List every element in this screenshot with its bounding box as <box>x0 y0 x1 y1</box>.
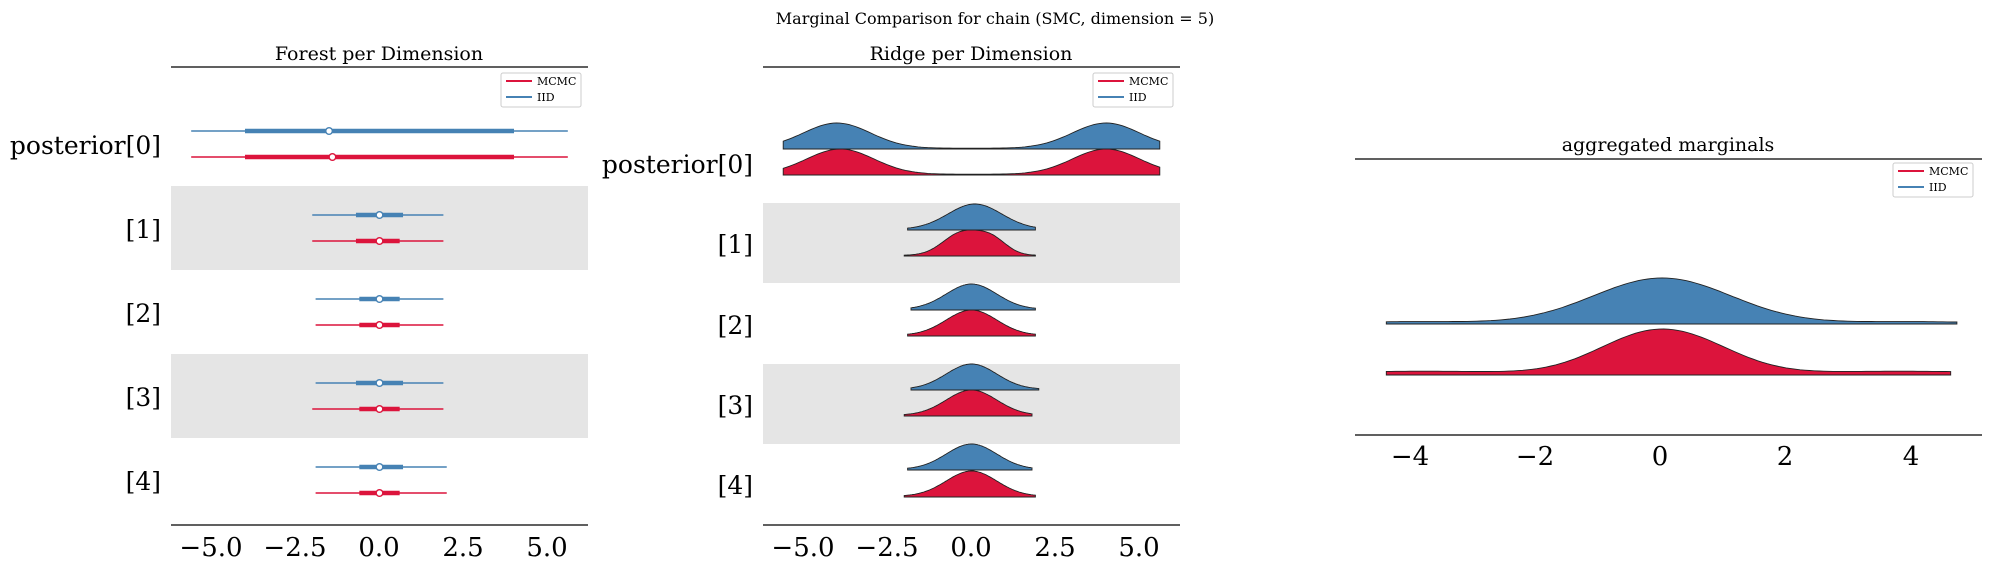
ridge-panel: Ridge per Dimension posterior[0] [1] [2]… <box>602 43 1180 563</box>
x-axis-ticks: −5.0 −2.5 0.0 2.5 5.0 <box>179 533 567 563</box>
ridge-marks <box>782 122 1161 498</box>
x-tick-label: −2.5 <box>263 533 326 563</box>
forest-median-point <box>328 152 337 161</box>
x-tick-label: −5.0 <box>179 533 242 563</box>
legend-label-mcmc: MCMC <box>1129 75 1168 88</box>
ridge-density <box>910 363 1040 391</box>
row-label-1: [1] <box>718 230 753 259</box>
x-tick-label: −4 <box>1391 442 1429 472</box>
legend-label-mcmc: MCMC <box>537 75 576 88</box>
aggregated-marks <box>1385 277 1958 376</box>
forest-median-point <box>375 463 384 472</box>
legend: MCMC IID <box>500 72 582 108</box>
ridge-density <box>1385 328 1952 376</box>
x-tick-label: 2.5 <box>1034 533 1075 563</box>
row-band-1 <box>171 186 588 270</box>
row-label-0: posterior[0] <box>10 131 161 160</box>
legend-label-iid: IID <box>1129 91 1147 104</box>
panel-title: aggregated marginals <box>1562 134 1775 156</box>
ridge-density <box>907 203 1036 231</box>
panel-title: Ridge per Dimension <box>870 43 1073 65</box>
x-axis-ticks: −5.0 −2.5 0.0 2.5 5.0 <box>771 533 1159 563</box>
x-tick-label: 0 <box>1652 442 1669 472</box>
ridge-density <box>782 148 1161 176</box>
x-tick-label: 4 <box>1903 442 1920 472</box>
legend-label-mcmc: MCMC <box>1929 165 1968 178</box>
aggregated-panel: aggregated marginals −4 −2 0 2 4 MCMC II… <box>1355 134 1982 472</box>
ridge-density <box>903 229 1036 257</box>
panel-title: Forest per Dimension <box>275 43 483 65</box>
legend: MCMC IID <box>1892 162 1974 198</box>
forest-median-point <box>375 379 384 388</box>
legend-label-iid: IID <box>1929 181 1947 194</box>
forest-median-point <box>375 321 384 330</box>
ridge-density <box>903 389 1033 417</box>
row-label-4: [4] <box>126 467 161 496</box>
forest-median-point <box>375 295 384 304</box>
ridge-density <box>910 283 1036 311</box>
figure-title: Marginal Comparison for chain (SMC, dime… <box>776 9 1214 28</box>
x-tick-label: 5.0 <box>1118 533 1159 563</box>
forest-median-point <box>325 126 334 135</box>
row-label-2: [2] <box>126 299 161 328</box>
row-label-4: [4] <box>718 471 753 500</box>
legend: MCMC IID <box>1092 72 1174 108</box>
forest-panel: Forest per Dimension posterior[0] [1] [2… <box>10 43 588 563</box>
forest-median-point <box>375 236 384 245</box>
row-label-2: [2] <box>718 311 753 340</box>
x-tick-label: 2.5 <box>442 533 483 563</box>
row-label-1: [1] <box>126 215 161 244</box>
legend-label-iid: IID <box>537 91 555 104</box>
x-tick-label: −2 <box>1516 442 1554 472</box>
ridge-density <box>1385 277 1958 325</box>
x-tick-label: −2.5 <box>855 533 918 563</box>
row-label-3: [3] <box>718 391 753 420</box>
ridge-density <box>903 470 1036 498</box>
forest-median-point <box>375 210 384 219</box>
x-axis-ticks: −4 −2 0 2 4 <box>1391 442 1919 472</box>
row-label-3: [3] <box>126 383 161 412</box>
x-tick-label: 0.0 <box>358 533 399 563</box>
ridge-density <box>907 309 1036 337</box>
x-tick-label: −5.0 <box>771 533 834 563</box>
row-label-0: posterior[0] <box>602 150 753 179</box>
forest-median-point <box>375 405 384 414</box>
forest-median-point <box>375 489 384 498</box>
row-band-3 <box>171 354 588 438</box>
ridge-density <box>782 122 1161 150</box>
ridge-density <box>907 443 1033 471</box>
x-tick-label: 0.0 <box>950 533 991 563</box>
x-tick-label: 5.0 <box>526 533 567 563</box>
forest-marks <box>191 126 568 498</box>
x-tick-label: 2 <box>1777 442 1794 472</box>
